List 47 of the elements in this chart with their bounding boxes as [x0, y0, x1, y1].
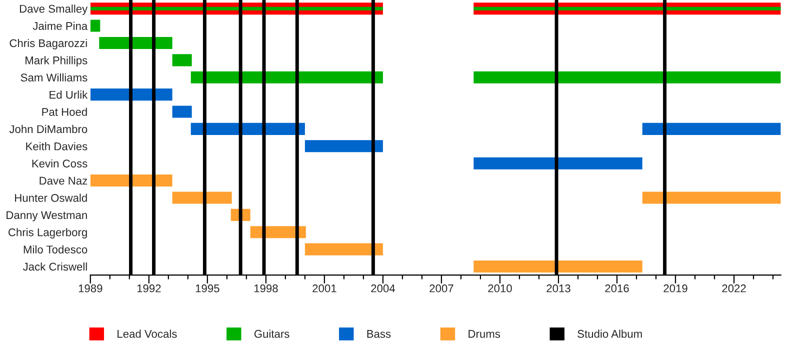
y-tick-label: Sam Williams: [20, 73, 88, 82]
bar: [172, 54, 192, 66]
x-tick-label: 2022: [722, 284, 746, 292]
x-tick-label: 2001: [312, 284, 336, 292]
x-tick-label: 2007: [430, 284, 454, 292]
y-tick-label: Mark Phillips: [26, 56, 88, 67]
bar: [474, 157, 642, 170]
bar: [642, 122, 781, 135]
y-tick-label: Chris Lagerborg: [8, 228, 87, 238]
bar: [172, 106, 192, 118]
legend-label: Guitars: [254, 330, 290, 338]
y-tick-label: John DiMambro: [9, 124, 88, 134]
y-tick-label: Milo Todesco: [24, 245, 88, 254]
bar: [304, 243, 383, 256]
x-tick-label: 2019: [664, 284, 688, 292]
bar: [304, 140, 383, 152]
x-tick-label: 1989: [78, 284, 102, 292]
y-tick-label: Jack Criswell: [22, 262, 87, 271]
y-tick-label: Jaime Pina: [32, 22, 88, 30]
legend-label: Bass: [367, 330, 391, 338]
x-tick-label: 2016: [605, 284, 629, 292]
bar: [474, 260, 642, 273]
bar: [172, 192, 232, 204]
legend-label: Drums: [468, 330, 500, 338]
bar: [90, 88, 172, 101]
y-tick-label: Keith Davies: [26, 142, 88, 150]
y-tick-label: Danny Westman: [6, 211, 87, 222]
y-tick-label: Kevin Coss: [32, 159, 88, 168]
legend-label: Lead Vocals: [118, 330, 177, 338]
x-tick-label: 1998: [254, 284, 278, 292]
bar: [90, 174, 172, 187]
y-tick-label: Chris Bagarozzi: [10, 38, 87, 50]
bar: [642, 192, 781, 204]
bar: [90, 20, 100, 32]
y-tick-label: Pat Hoed: [42, 108, 87, 116]
y-tick-label: Ed Urlik: [50, 90, 88, 99]
x-tick-label: 2010: [488, 284, 512, 292]
x-tick-label: 2004: [371, 284, 395, 292]
y-tick-label: Dave Smalley: [20, 4, 88, 15]
x-tick-label: 1995: [196, 284, 220, 292]
x-tick-label: 1992: [137, 284, 161, 292]
x-tick-label: 2013: [546, 284, 570, 292]
legend-label: Studio Album: [578, 330, 642, 338]
y-tick-label: Hunter Oswald: [15, 194, 87, 202]
bar: [99, 36, 172, 49]
y-tick-label: Dave Naz: [40, 176, 88, 185]
bar: [190, 71, 383, 84]
